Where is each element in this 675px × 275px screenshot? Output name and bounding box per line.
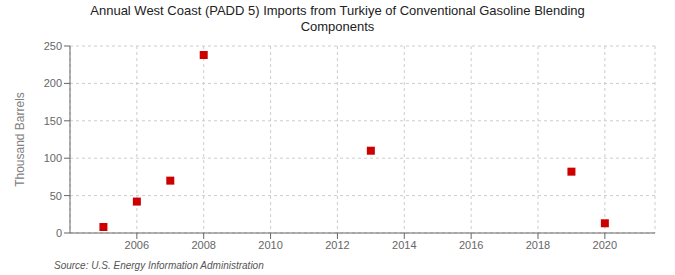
svg-text:2014: 2014 — [392, 239, 416, 251]
html-text:Annual West Coast (PADD 5) Imp: Annual West Coast (PADD 5) Imports from … — [90, 3, 585, 18]
svg-text:2008: 2008 — [191, 239, 215, 251]
svg-text:Thousand Barrels: Thousand Barrels — [13, 92, 27, 187]
svg-text:50: 50 — [50, 190, 62, 202]
svg-text:2020: 2020 — [593, 239, 617, 251]
svg-text:0: 0 — [56, 227, 62, 239]
svg-text:150: 150 — [44, 115, 62, 127]
svg-text:2016: 2016 — [459, 239, 483, 251]
svg-text:2012: 2012 — [325, 239, 349, 251]
svg-text:200: 200 — [44, 77, 62, 89]
svg-text:2006: 2006 — [125, 239, 149, 251]
svg-text:100: 100 — [44, 152, 62, 164]
svg-text:2010: 2010 — [258, 239, 282, 251]
svg-text:250: 250 — [44, 40, 62, 52]
html-text:Source: U.S. Energy Informatio: Source: U.S. Energy Information Administ… — [54, 260, 264, 271]
svg-text:2018: 2018 — [526, 239, 550, 251]
html-text:Components: Components — [300, 19, 375, 34]
